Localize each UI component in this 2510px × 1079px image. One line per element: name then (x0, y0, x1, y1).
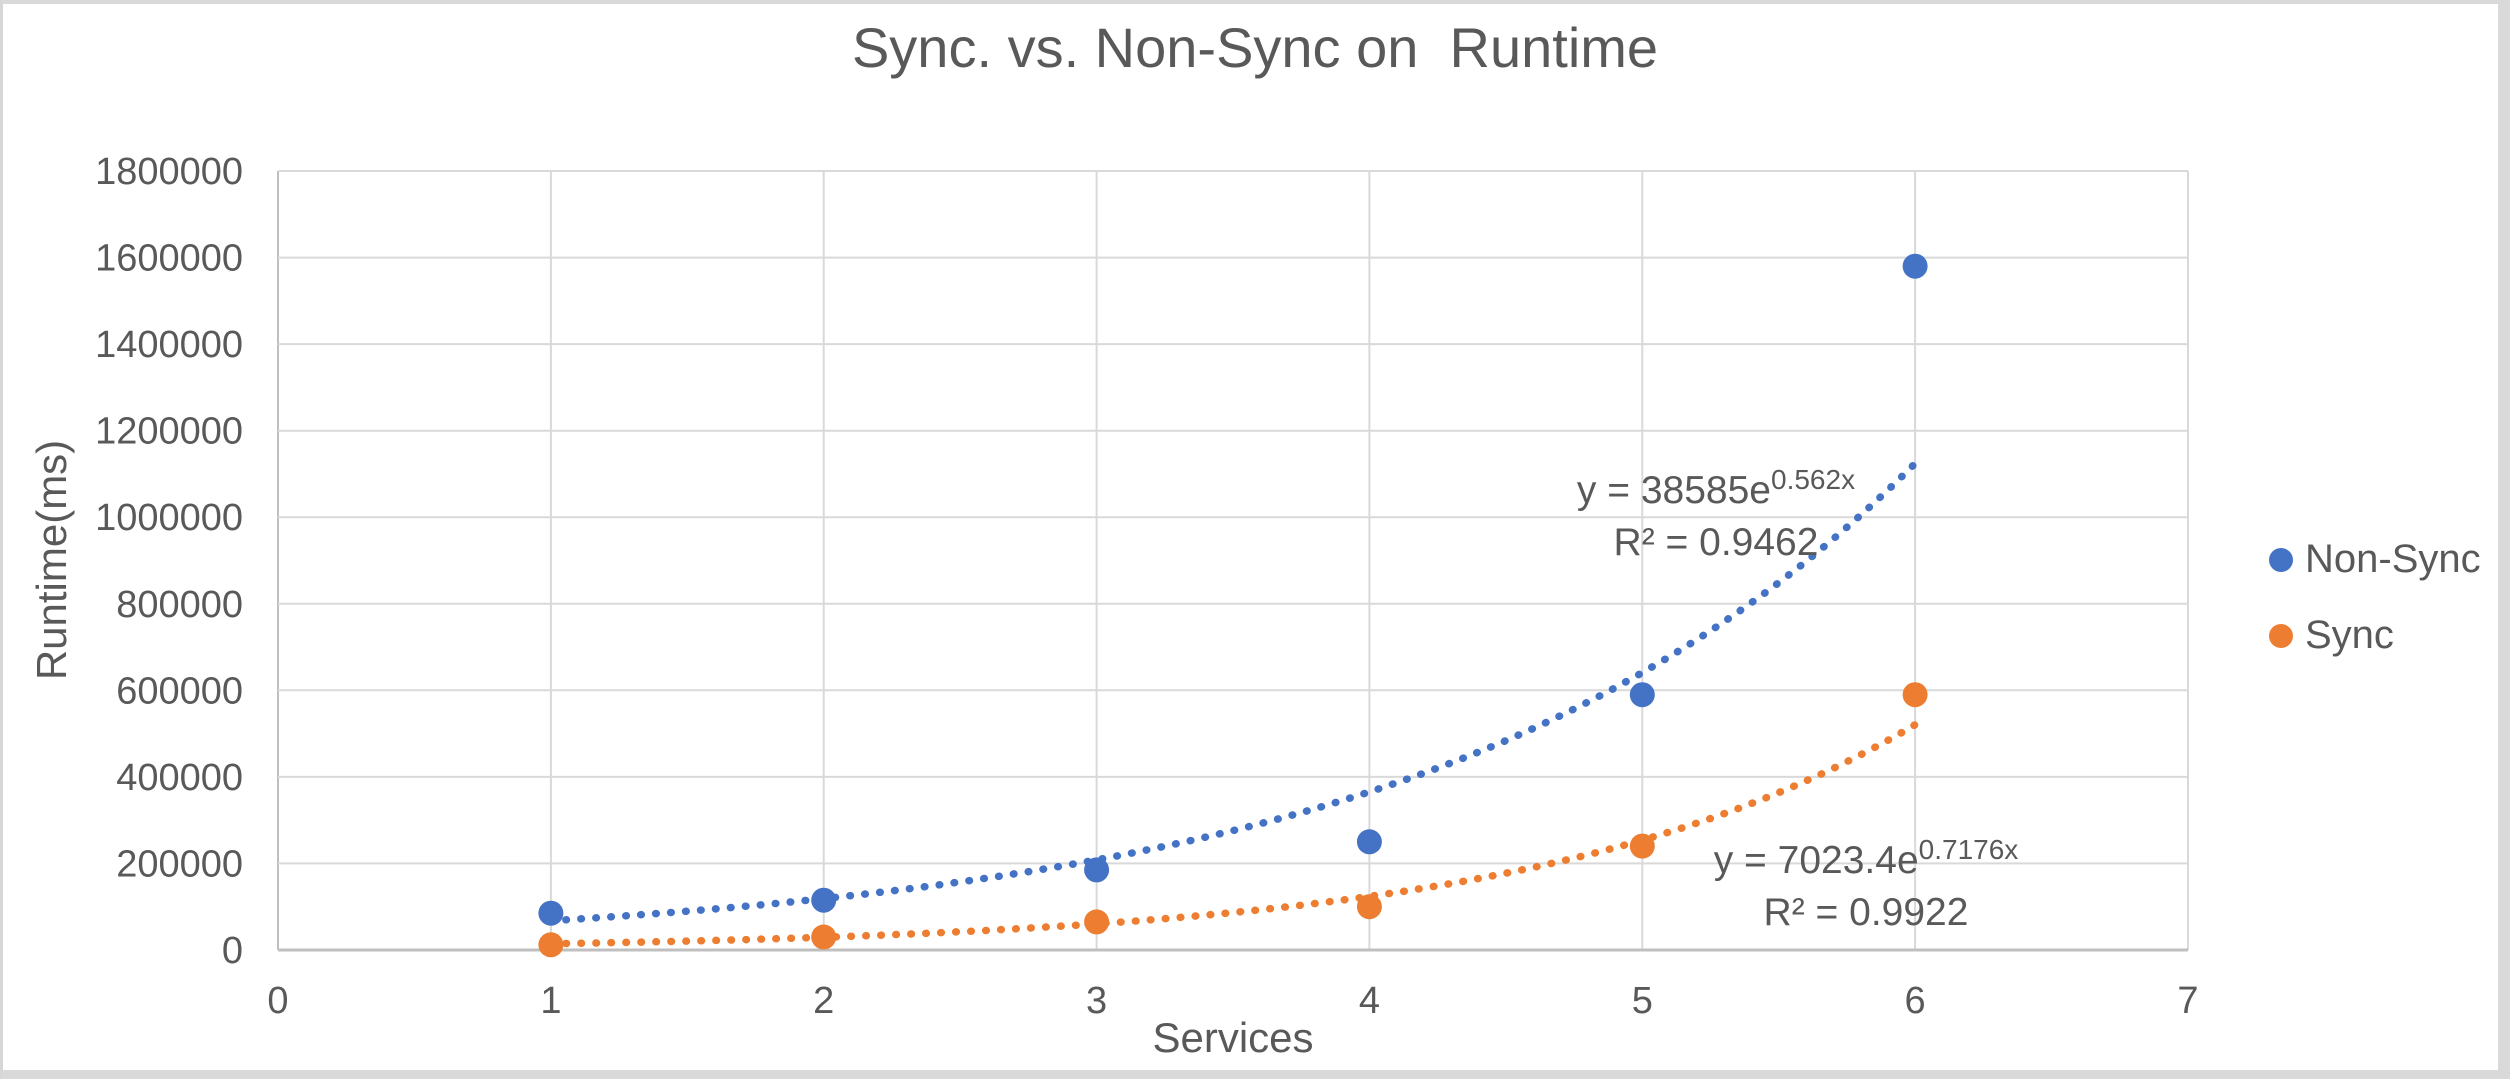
equation-line-sync: y = 7023.4e0.7176x (1714, 835, 2019, 887)
equation-exponent-nonsync: 0.562x (1771, 464, 1856, 495)
x-tick-label-5: 5 (1632, 980, 1653, 1022)
legend-marker-sync-icon (2269, 623, 2293, 648)
y-tick-label-1800000: 1800000 (95, 151, 243, 193)
x-tick-label-0: 0 (267, 980, 288, 1022)
legend-item-sync[interactable]: Sync (2269, 613, 2394, 658)
y-tick-label-1600000: 1600000 (95, 238, 243, 280)
legend-label-nonsync: Non-Sync (2305, 537, 2481, 581)
x-axis-title: Services (1152, 1014, 1314, 1061)
point-Sync-3[interactable] (1084, 909, 1110, 935)
y-tick-label-800000: 800000 (116, 584, 243, 626)
equation-line-nonsync: y = 38585e0.562x (1577, 465, 1855, 517)
x-tick-label-3: 3 (1086, 980, 1107, 1022)
r-squared-nonsync: R² = 0.9462 (1613, 521, 1819, 564)
trendline-Non-Sync (547, 459, 1919, 925)
legend-label-sync: Sync (2305, 613, 2394, 657)
point-Non-Sync-4[interactable] (1356, 829, 1382, 855)
y-axis-title: Runtime(ms) (28, 439, 75, 681)
x-tick-label-6: 6 (1905, 980, 1926, 1022)
point-Sync-5[interactable] (1629, 833, 1655, 859)
point-Sync-1[interactable] (538, 932, 564, 958)
y-tick-label-200000: 200000 (116, 843, 243, 885)
x-tick-label-2: 2 (813, 980, 834, 1022)
point-Non-Sync-3[interactable] (1084, 857, 1110, 883)
point-Sync-4[interactable] (1356, 894, 1382, 920)
y-tick-label-600000: 600000 (116, 670, 243, 712)
y-tick-label-1200000: 1200000 (95, 411, 243, 453)
y-tick-label-0: 0 (222, 930, 243, 972)
x-tick-label-7: 7 (2177, 980, 2198, 1022)
point-Non-Sync-6[interactable] (1902, 253, 1928, 279)
legend-item-nonsync[interactable]: Non-Sync (2269, 537, 2481, 582)
trendline-equation-nonsync: y = 38585e0.562x R² = 0.9462 (1577, 465, 1855, 569)
point-Non-Sync-5[interactable] (1629, 682, 1655, 708)
trendline-Sync (547, 720, 1919, 948)
point-Sync-6[interactable] (1902, 682, 1928, 708)
equation-base-sync: y = 7023.4e (1713, 839, 1919, 882)
x-tick-label-1: 1 (540, 980, 561, 1022)
legend-marker-nonsync-icon (2269, 547, 2293, 572)
y-tick-label-1400000: 1400000 (95, 324, 243, 366)
r-squared-sync: R² = 0.9922 (1763, 891, 1969, 934)
y-tick-label-1000000: 1000000 (95, 497, 243, 539)
y-tick-label-400000: 400000 (116, 757, 243, 799)
trendline-equation-sync: y = 7023.4e0.7176x R² = 0.9922 (1714, 835, 2019, 939)
point-Non-Sync-1[interactable] (538, 900, 564, 926)
equation-base-nonsync: y = 38585e (1576, 469, 1772, 512)
point-Non-Sync-2[interactable] (811, 887, 837, 913)
chart-title: Sync. vs. Non-Sync on Runtime (851, 16, 1659, 79)
point-Sync-2[interactable] (811, 924, 837, 950)
x-tick-label-4: 4 (1359, 980, 1380, 1022)
equation-exponent-sync: 0.7176x (1918, 834, 2019, 865)
